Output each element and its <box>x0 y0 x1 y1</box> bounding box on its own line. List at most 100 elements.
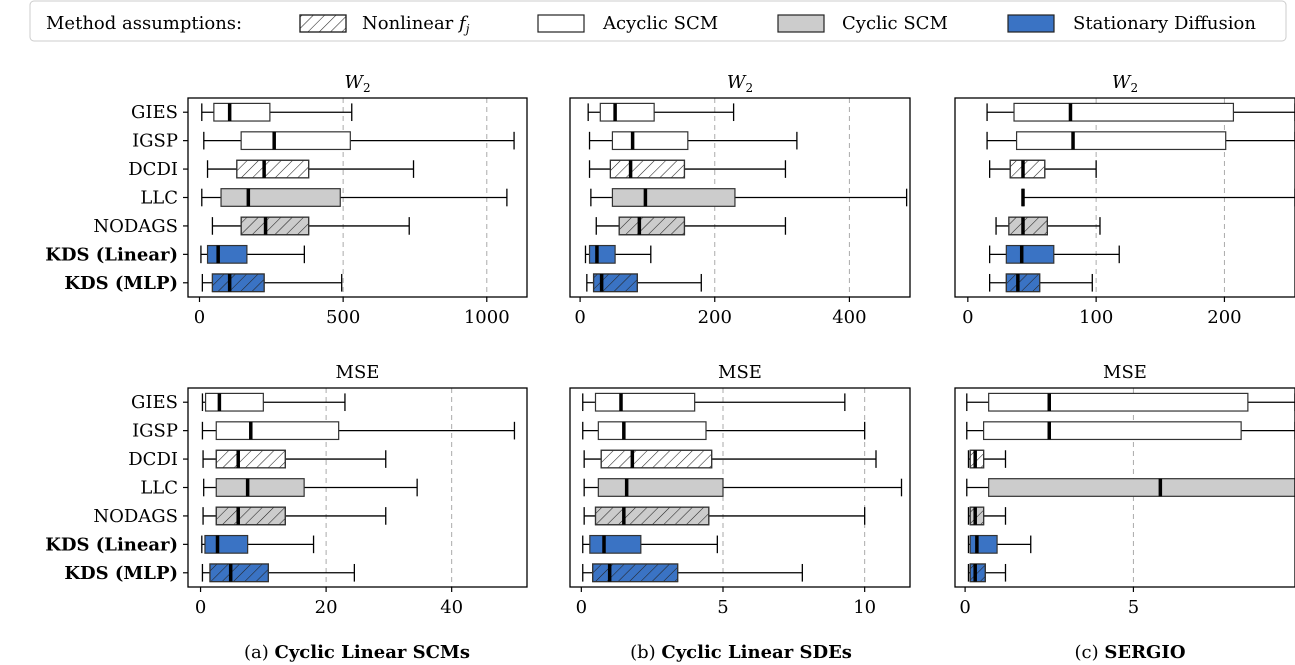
panel-a-mse-ytick-label: DCDI <box>128 449 178 470</box>
panel-c-mse-box-kds-mlp <box>967 563 1007 583</box>
legend-label-stationary: Stationary Diffusion <box>1073 13 1256 34</box>
box-hatch <box>211 273 265 293</box>
panel-b-mse-box-gies <box>582 392 846 412</box>
box-hatch <box>1005 273 1041 293</box>
box-iqr <box>597 421 707 441</box>
panel-b-w2-box-kds-mlp <box>586 273 702 293</box>
panel-b-mse-box-nodags <box>583 506 866 526</box>
box-hatch <box>215 506 286 526</box>
box-hatch <box>592 273 638 293</box>
panel-a-w2-xtick-label: 500 <box>326 307 360 328</box>
box-iqr <box>215 478 305 497</box>
box-iqr <box>599 102 655 122</box>
panel-a-mse-ytick-label: NODAGS <box>93 506 178 527</box>
panel-b-w2-box-igsp <box>588 131 798 151</box>
caption-c: (c) SERGIO <box>1074 642 1185 663</box>
panel-a-mse-ytick-label: LLC <box>140 478 178 499</box>
panel-b-w2-frame <box>569 97 911 298</box>
panel-c-w2-box-gies <box>986 102 1295 122</box>
box-iqr <box>988 392 1249 412</box>
panel-c-w2-title: W2 <box>1112 72 1138 95</box>
panel-a-w2-title-main: W <box>344 72 364 93</box>
caption-b-prefix: (b) <box>630 642 656 663</box>
box-iqr <box>611 188 736 207</box>
panel-b-w2-title-sub: 2 <box>745 81 753 95</box>
legend-label-nonlinear-text: Nonlinear <box>362 13 454 34</box>
box-hatch <box>592 563 679 583</box>
box-iqr <box>611 131 689 151</box>
panel-c-w2-title-sub: 2 <box>1130 81 1138 95</box>
panel-c-w2-box-dcdi <box>988 159 1097 179</box>
panel-c-w2-xtick-label: 200 <box>1207 307 1241 328</box>
panel-a-w2-ytick-label: IGSP <box>132 131 178 152</box>
panel-c-mse-box-gies <box>966 392 1295 412</box>
captions: (a) Cyclic Linear SCMs (b) Cyclic Linear… <box>244 642 1186 663</box>
panel-a-mse: MSE 0 20 40 GIES IGSP DCDI LLC NODAGS KDS (Linear… <box>45 362 528 618</box>
panel-a-w2-ytick-label: LLC <box>140 188 178 209</box>
panel-a-w2-title: W2 <box>344 72 370 95</box>
panel-c-w2-xtick-label: 100 <box>1079 307 1113 328</box>
box-hatch <box>1009 159 1046 179</box>
panel-c-w2-title-main: W <box>1112 72 1132 93</box>
panel-b-w2-box-nodags <box>595 216 787 236</box>
panel-c-mse-title: MSE <box>1103 362 1147 383</box>
legend: Method assumptions: Nonlinear fj Acyclic… <box>29 0 1287 42</box>
panel-c-w2-box-igsp <box>986 131 1295 151</box>
legend-item-stationary: Stationary Diffusion <box>1007 13 1256 34</box>
caption-b: (b) Cyclic Linear SDEs <box>630 642 852 663</box>
box-hatch <box>618 216 686 236</box>
panel-b-mse-title: MSE <box>718 362 762 383</box>
box-iqr <box>204 534 249 554</box>
panel-a-w2: W2 0 500 1000 GIES IGSP DCDI LLC NODAGS KDS (Line… <box>45 72 528 328</box>
panel-b-mse-xtick-label: 0 <box>576 597 587 618</box>
panel-a-mse-xtick-label: 40 <box>440 597 463 618</box>
panel-b-mse-xtick-label: 5 <box>717 597 728 618</box>
panel-a-w2-xtick-label: 0 <box>194 307 205 328</box>
panel-c-mse-xtick-label: 5 <box>1128 597 1139 618</box>
caption-c-title: SERGIO <box>1104 642 1185 663</box>
legend-item-cyclic: Cyclic SCM <box>777 13 948 34</box>
legend-swatch-white <box>537 14 585 33</box>
panel-a-mse-box-igsp <box>201 421 516 441</box>
panel-a-mse-box-nodags <box>202 506 387 526</box>
panel-a-w2-ytick-label: KDS (Linear) <box>45 244 178 265</box>
panel-a-w2-box-gies <box>201 102 353 122</box>
panel-c-mse-xtick-label: 0 <box>959 597 970 618</box>
panel-c-w2-frame <box>954 97 1295 298</box>
legend-label-nonlinear-sub: j <box>463 22 470 36</box>
panel-a-w2-ytick-label: DCDI <box>128 159 178 180</box>
caption-a-prefix: (a) <box>244 642 269 663</box>
legend-label-nonlinear: Nonlinear fj <box>362 13 470 36</box>
box-hatch <box>240 216 310 236</box>
legend-item-nonlinear: Nonlinear fj <box>299 13 470 36</box>
box-iqr <box>1013 102 1235 122</box>
panel-c-mse-box-dcdi <box>967 449 1007 469</box>
legend-label-cyclic: Cyclic SCM <box>842 13 948 34</box>
box-iqr <box>1005 244 1055 264</box>
caption-c-prefix: (c) <box>1074 642 1098 663</box>
legend-item-acyclic: Acyclic SCM <box>537 13 718 34</box>
box-hatch <box>594 506 710 526</box>
panel-b-w2-title-main: W <box>727 72 747 93</box>
caption-a: (a) Cyclic Linear SCMs <box>244 642 470 663</box>
panel-c-w2-box-kds-linear <box>988 244 1120 264</box>
legend-swatch-hatch-fill <box>299 14 347 33</box>
panel-b-mse-box-igsp <box>582 421 866 441</box>
panel-a-w2-box-dcdi <box>206 159 415 179</box>
panel-a-w2-box-kds-linear <box>200 244 306 264</box>
box-hatch <box>600 449 713 469</box>
panel-c-mse-box-nodags <box>967 506 1007 526</box>
panel-a-mse-box-kds-mlp <box>201 563 356 583</box>
panel-b-w2-box-kds-linear <box>584 244 652 264</box>
legend-label-acyclic: Acyclic SCM <box>602 13 718 34</box>
panel-b-mse-box-kds-mlp <box>582 563 803 583</box>
box-iqr <box>240 131 351 151</box>
panel-b-w2: W2 0 200 400 <box>569 72 911 328</box>
panel-a-w2-xtick-label: 1000 <box>464 307 510 328</box>
panel-b-w2-box-gies <box>587 102 735 122</box>
panel-b-w2-xtick-label: 400 <box>832 307 866 328</box>
box-iqr <box>215 421 340 441</box>
panel-a-w2-box-kds-mlp <box>201 273 343 293</box>
panel-b-w2-xtick-label: 0 <box>574 307 585 328</box>
